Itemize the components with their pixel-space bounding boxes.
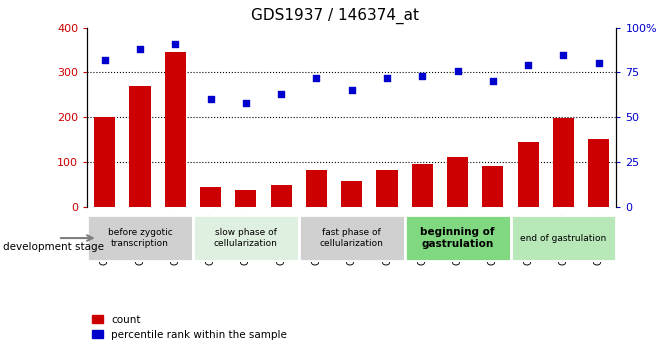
Bar xyxy=(588,139,609,207)
Text: development stage: development stage xyxy=(3,242,105,252)
Point xyxy=(99,57,110,63)
Point xyxy=(241,100,251,106)
Legend: count, percentile rank within the sample: count, percentile rank within the sample xyxy=(92,315,287,340)
Text: beginning of
gastrulation: beginning of gastrulation xyxy=(420,227,495,249)
Point xyxy=(523,62,533,68)
Point xyxy=(382,75,393,81)
Text: before zygotic
transcription: before zygotic transcription xyxy=(108,228,172,248)
Point xyxy=(311,75,322,81)
Bar xyxy=(306,170,327,207)
Bar xyxy=(482,166,503,207)
FancyBboxPatch shape xyxy=(511,215,616,261)
Point xyxy=(205,97,216,102)
Bar xyxy=(377,170,397,207)
Bar xyxy=(200,187,221,207)
Point xyxy=(170,41,181,47)
Bar xyxy=(235,190,257,207)
Bar xyxy=(165,52,186,207)
Bar xyxy=(447,157,468,207)
Point xyxy=(594,61,604,66)
Bar xyxy=(412,164,433,207)
FancyBboxPatch shape xyxy=(87,215,193,261)
Text: GDS1937 / 146374_at: GDS1937 / 146374_at xyxy=(251,8,419,24)
Text: fast phase of
cellularization: fast phase of cellularization xyxy=(320,228,384,248)
Bar xyxy=(553,118,574,207)
Point xyxy=(346,88,357,93)
Point xyxy=(417,73,427,79)
FancyBboxPatch shape xyxy=(405,215,511,261)
Point xyxy=(276,91,287,97)
FancyBboxPatch shape xyxy=(193,215,299,261)
Point xyxy=(488,79,498,84)
FancyBboxPatch shape xyxy=(299,215,405,261)
Bar xyxy=(341,181,362,207)
Bar xyxy=(271,185,291,207)
Bar xyxy=(94,117,115,207)
Point xyxy=(452,68,463,73)
Point xyxy=(135,46,145,52)
Point xyxy=(558,52,569,57)
Bar xyxy=(129,86,151,207)
Bar xyxy=(518,142,539,207)
Text: end of gastrulation: end of gastrulation xyxy=(521,234,606,243)
Text: slow phase of
cellularization: slow phase of cellularization xyxy=(214,228,278,248)
